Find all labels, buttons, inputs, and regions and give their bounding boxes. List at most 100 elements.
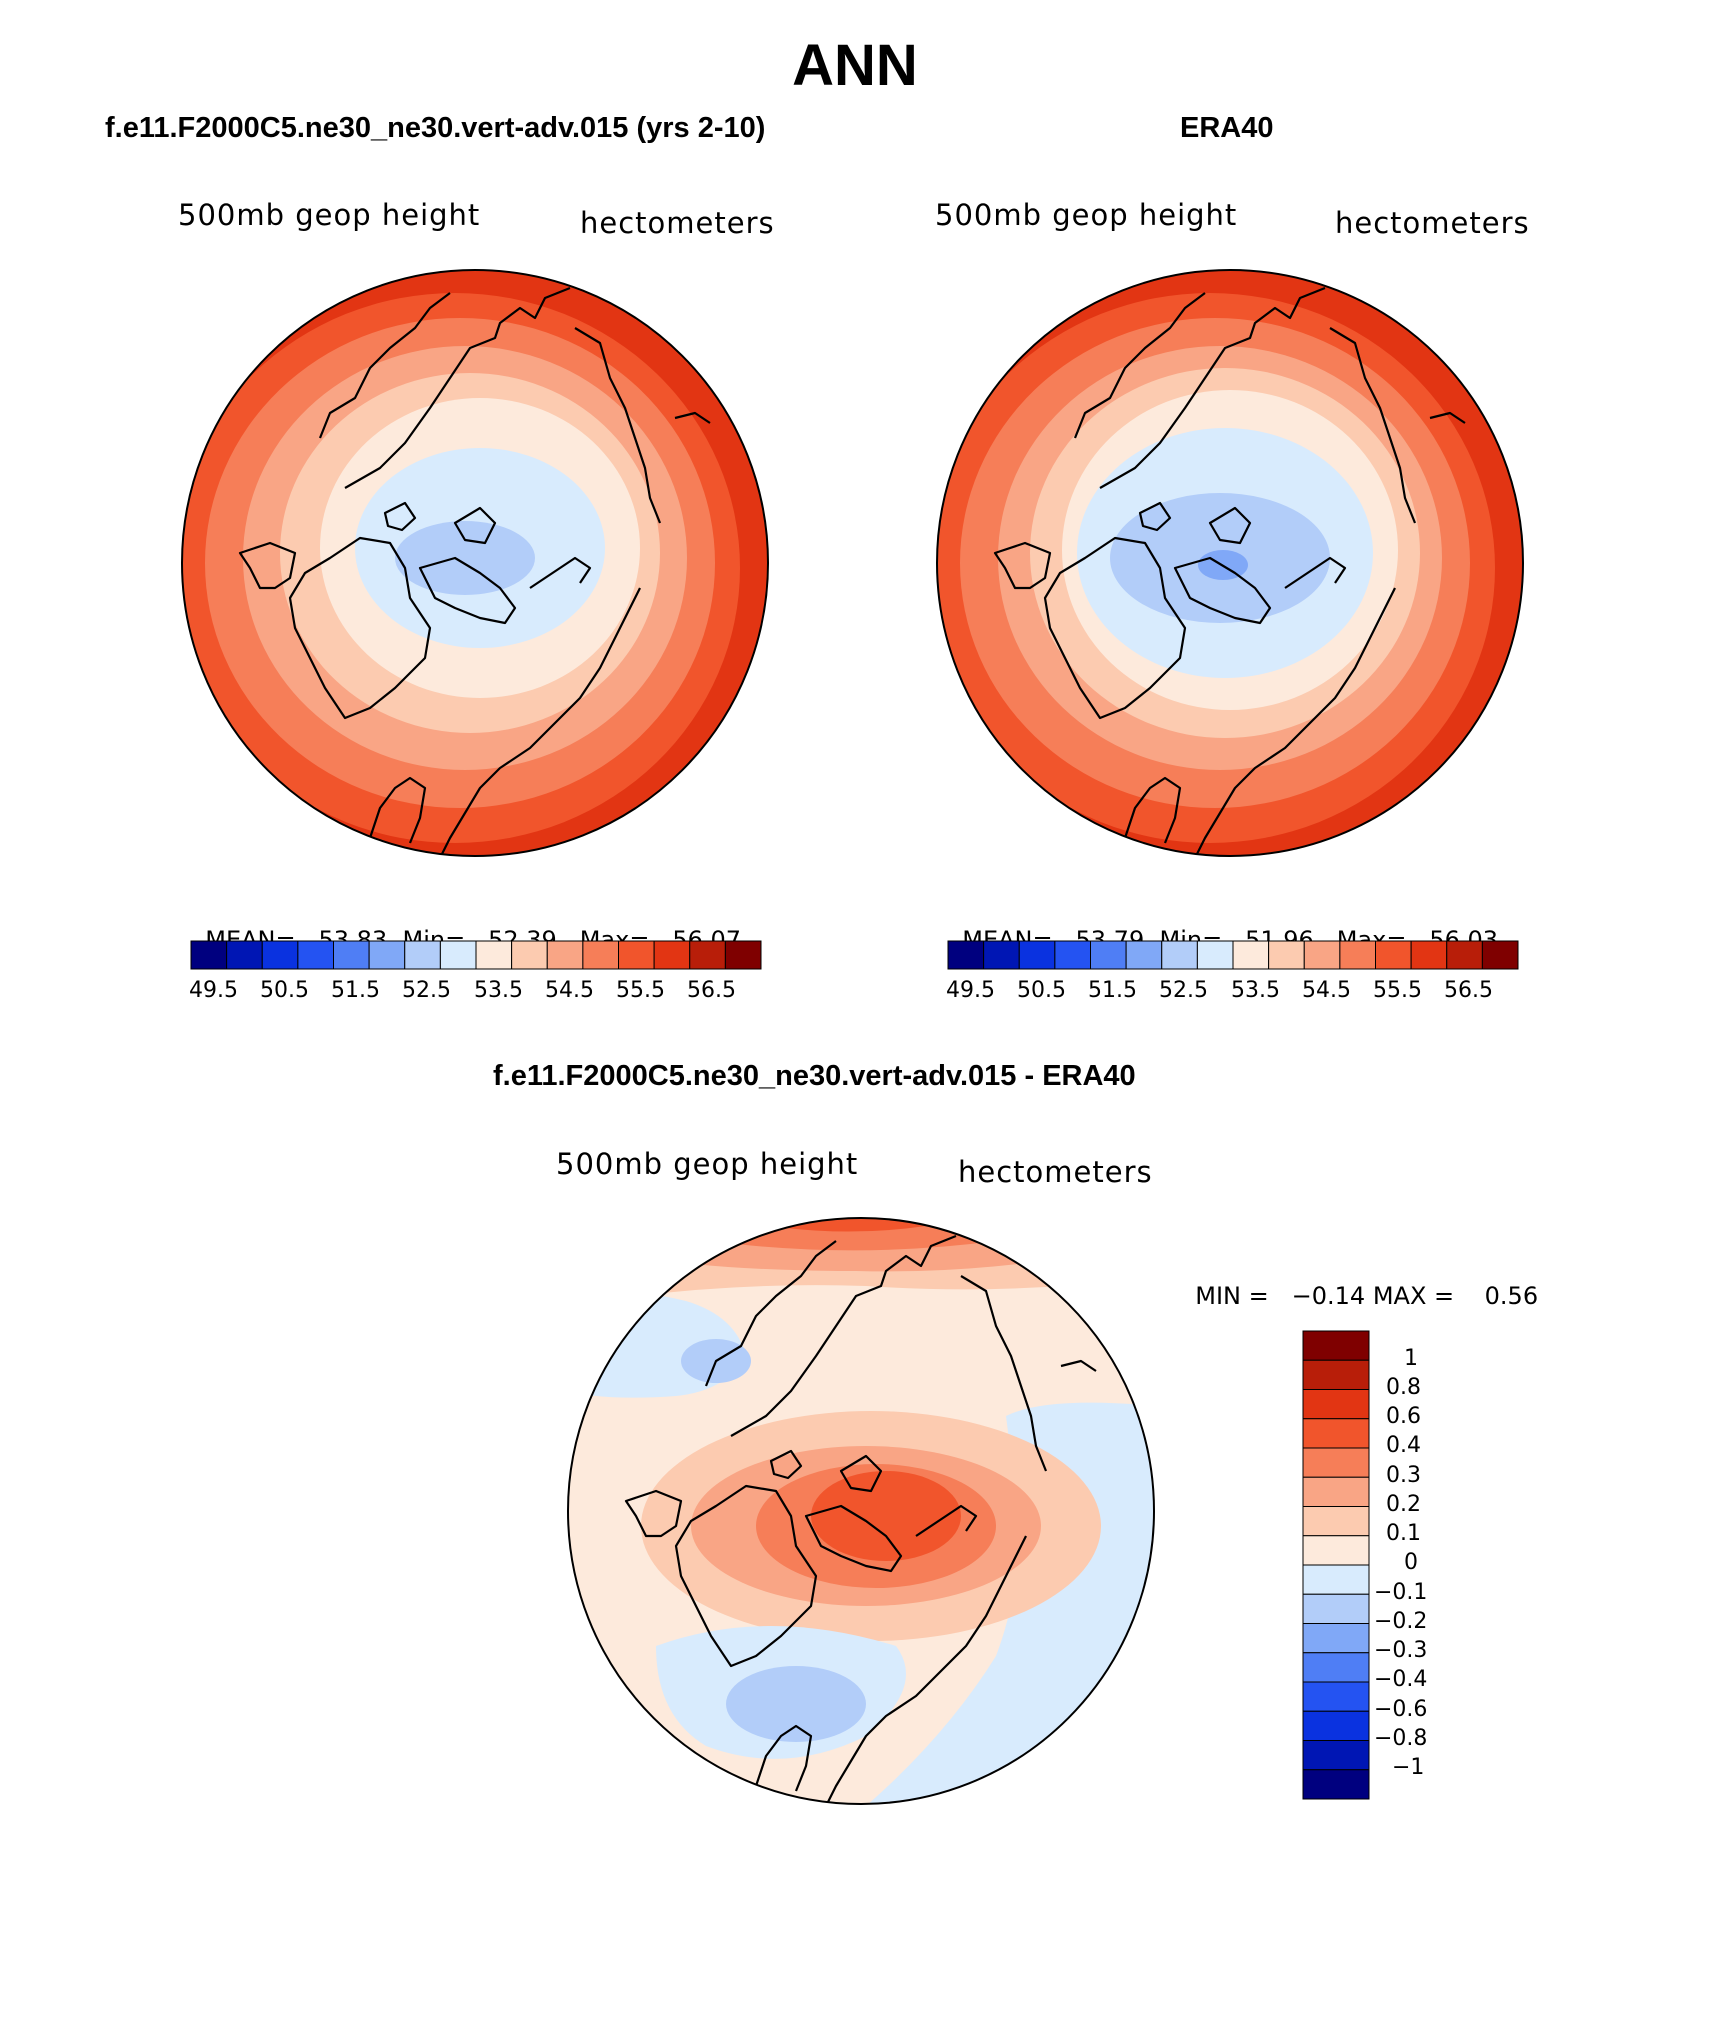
colorbar-obs (947, 940, 1519, 970)
cbar-tick: 0.6 (1386, 1404, 1421, 1429)
colorbar-cell (1054, 940, 1091, 970)
cbar-tick: 50.5 (1017, 978, 1066, 1003)
units-label-diff: hectometers (958, 1155, 1153, 1189)
field-label-model: 500mb geop height (178, 198, 481, 232)
colorbar-cell (1302, 1652, 1370, 1683)
colorbar-cell (983, 940, 1020, 970)
colorbar-cell (226, 940, 263, 970)
colorbar-cell (1302, 1623, 1370, 1654)
polar-map-obs (936, 269, 1524, 857)
colorbar-cell (1302, 1418, 1370, 1449)
polar-map-diff (567, 1217, 1155, 1805)
colorbar-cell (1161, 940, 1198, 970)
panel-title-diff: f.e11.F2000C5.ne30_ne30.vert-adv.015 - E… (493, 1060, 1136, 1092)
units-label-obs: hectometers (1335, 206, 1530, 240)
max-label: MAX = (1372, 1282, 1455, 1310)
cbar-tick: −0.6 (1374, 1697, 1428, 1722)
colorbar-cell (1303, 940, 1341, 970)
cbar-tick: 0.1 (1386, 1521, 1421, 1546)
cbar-tick: −0.2 (1374, 1609, 1428, 1634)
min-value: −0.14 (1291, 1282, 1366, 1310)
colorbar-cell (1302, 1740, 1370, 1771)
colorbar-cell (1018, 940, 1056, 970)
colorbar-cell (1302, 1330, 1370, 1361)
colorbar-cell (1302, 1769, 1370, 1800)
cbar-tick: 0.8 (1386, 1375, 1421, 1400)
colorbar-ticks-obs: 49.5 50.5 51.5 52.5 53.5 54.5 55.5 56.5 (946, 978, 1517, 1008)
cbar-tick: 53.5 (1231, 978, 1280, 1003)
cbar-tick: −0.8 (1374, 1726, 1428, 1751)
colorbar-cell (333, 940, 370, 970)
colorbar-cell (947, 940, 985, 970)
polar-map-model (181, 269, 769, 857)
colorbar-ticks-diff: 1 0.8 0.6 0.4 0.3 0.2 0.1 0 −0.1 −0.2 −0… (1374, 1330, 1492, 1800)
cbar-tick: −1 (1392, 1755, 1425, 1780)
colorbar-cell (1302, 1681, 1370, 1712)
cbar-tick: 52.5 (1159, 978, 1208, 1003)
colorbar-cell (1125, 940, 1163, 970)
cbar-tick: −0.1 (1374, 1580, 1428, 1605)
cbar-tick: 54.5 (545, 978, 594, 1003)
colorbar-cell (404, 940, 441, 970)
colorbar-cell (1302, 1447, 1370, 1478)
colorbar-cell (1232, 940, 1270, 970)
colorbar-cell (1481, 940, 1519, 970)
cbar-tick: 0.3 (1386, 1463, 1421, 1488)
colorbar-cell (689, 940, 726, 970)
colorbar-cell (261, 940, 299, 970)
cbar-tick: −0.3 (1374, 1638, 1428, 1663)
colorbar-cell (297, 940, 334, 970)
cbar-tick: 49.5 (946, 978, 995, 1003)
cbar-tick: 49.5 (189, 978, 238, 1003)
colorbar-cell (1268, 940, 1305, 970)
colorbar-cell (1302, 1564, 1370, 1595)
cbar-tick: 53.5 (474, 978, 523, 1003)
colorbar-cell (475, 940, 513, 970)
colorbar-cell (1302, 1389, 1370, 1420)
colorbar-cell (618, 940, 655, 970)
stats-diff: MIN = −0.14 MAX = 0.56 (1180, 1254, 1538, 1310)
colorbar-cell (1302, 1359, 1370, 1390)
cbar-tick: 50.5 (260, 978, 309, 1003)
colorbar-cell (1196, 940, 1234, 970)
panel-title-model: f.e11.F2000C5.ne30_ne30.vert-adv.015 (yr… (105, 112, 766, 144)
colorbar-cell (1302, 1535, 1370, 1566)
cbar-tick: 55.5 (1373, 978, 1422, 1003)
cbar-tick: 0.2 (1386, 1492, 1421, 1517)
cbar-tick: 0.4 (1386, 1433, 1421, 1458)
cbar-tick: 0 (1404, 1550, 1418, 1575)
max-value: 0.56 (1484, 1282, 1539, 1310)
figure-title: ANN (792, 33, 918, 98)
cbar-tick: −0.4 (1374, 1667, 1428, 1692)
colorbar-cell (724, 940, 762, 970)
colorbar-cell (1375, 940, 1412, 970)
colorbar-cell (1302, 1593, 1370, 1624)
colorbar-cell (1090, 940, 1127, 970)
cbar-tick: 1 (1404, 1346, 1418, 1371)
colorbar-cell (1302, 1476, 1370, 1507)
field-label-diff: 500mb geop height (556, 1147, 859, 1181)
colorbar-cell (1302, 1710, 1370, 1741)
cbar-tick: 51.5 (331, 978, 380, 1003)
colorbar-cell (546, 940, 584, 970)
field-label-obs: 500mb geop height (935, 198, 1238, 232)
cbar-tick: 54.5 (1302, 978, 1351, 1003)
colorbar-cell (582, 940, 619, 970)
colorbar-cell (1446, 940, 1483, 970)
colorbar-cell (1339, 940, 1376, 970)
cbar-tick: 56.5 (1444, 978, 1493, 1003)
units-label-model: hectometers (580, 206, 775, 240)
cbar-tick: 56.5 (687, 978, 736, 1003)
min-label: MIN = (1195, 1282, 1269, 1310)
colorbar-diff (1302, 1330, 1370, 1800)
colorbar-cell (190, 940, 228, 970)
colorbar-cell (653, 940, 691, 970)
colorbar-cell (1410, 940, 1448, 970)
colorbar-ticks-model: 49.5 50.5 51.5 52.5 53.5 54.5 55.5 56.5 (189, 978, 760, 1008)
colorbar-cell (439, 940, 477, 970)
cbar-tick: 51.5 (1088, 978, 1137, 1003)
colorbar-model (190, 940, 762, 970)
cbar-tick: 55.5 (616, 978, 665, 1003)
colorbar-cell (511, 940, 548, 970)
colorbar-cell (368, 940, 406, 970)
